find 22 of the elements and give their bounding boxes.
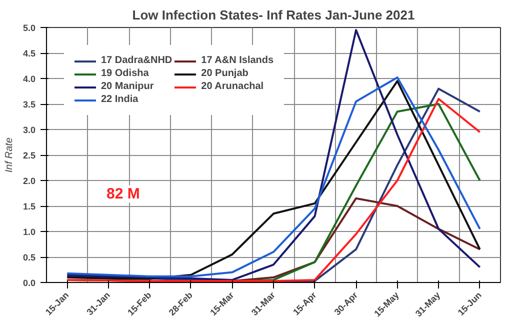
legend-label: 19 Odisha [101,68,149,79]
y-tick-label: 0.0 [22,278,36,288]
y-tick-label: 2.5 [22,150,36,160]
y-tick-label: 5.0 [22,23,36,33]
legend-label: 20 Punjab [201,68,248,79]
y-tick-label: 4.5 [22,48,36,58]
legend-label: 20 Manipur [101,81,154,92]
legend-label: 17 Dadra&NHD [101,55,172,66]
y-tick-label: 4.0 [22,74,36,84]
y-tick-label: 3.0 [22,125,36,135]
y-tick-label: 3.5 [22,100,36,110]
legend-label: 20 Arunachal [201,81,264,92]
chart-title: Low Infection States- Inf Rates Jan-June 2021 [132,8,415,22]
legend-label: 22 India [101,94,138,105]
annotation: 82 M [106,186,140,202]
y-axis-title: Inf Rate [4,137,15,173]
line-series [66,29,481,281]
y-tick-label: 1.5 [22,202,36,212]
y-tick-label: 0.5 [22,252,36,262]
legend-label: 17 A&N Islands [201,55,274,66]
y-tick-label: 2.0 [22,176,36,186]
y-tick-label: 1.0 [22,227,36,237]
